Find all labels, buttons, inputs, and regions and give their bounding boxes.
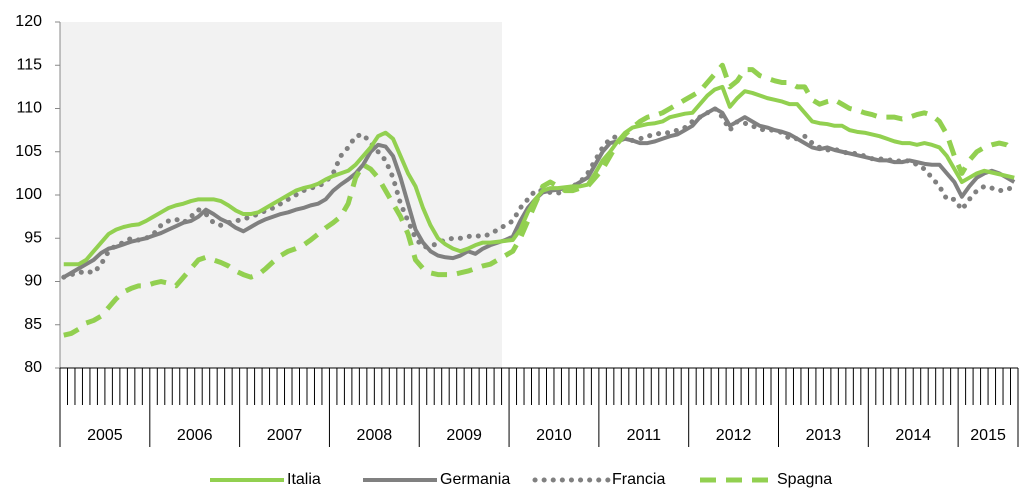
x-tick-label: 2008 xyxy=(357,427,393,444)
x-tick-label: 2009 xyxy=(446,427,482,444)
legend-label: Italia xyxy=(287,471,321,488)
y-tick-label: 105 xyxy=(15,143,42,160)
x-tick-label: 2006 xyxy=(177,427,213,444)
x-tick-label: 2015 xyxy=(970,427,1006,444)
x-tick-label: 2013 xyxy=(806,427,842,444)
legend-label: Germania xyxy=(440,471,510,488)
y-tick-label: 120 xyxy=(15,13,42,30)
y-tick-label: 115 xyxy=(16,56,42,73)
y-tick-label: 95 xyxy=(24,229,42,246)
x-tick-label: 2005 xyxy=(87,427,123,444)
y-tick-label: 80 xyxy=(24,359,42,376)
y-tick-label: 100 xyxy=(15,186,42,203)
x-tick-label: 2011 xyxy=(627,427,662,444)
x-tick-label: 2010 xyxy=(536,427,572,444)
y-tick-label: 110 xyxy=(16,100,42,117)
x-tick-label: 2012 xyxy=(716,427,752,444)
x-tick-label: 2007 xyxy=(267,427,303,444)
shaded-period xyxy=(60,22,502,368)
y-tick-label: 85 xyxy=(24,316,42,333)
series-line xyxy=(63,84,1015,267)
legend-label: Francia xyxy=(612,471,665,488)
x-tick-label: 2014 xyxy=(895,427,931,444)
series-line xyxy=(61,106,1017,280)
series-line xyxy=(63,62,1016,338)
y-tick-label: 90 xyxy=(24,273,42,290)
legend-label: Spagna xyxy=(777,471,832,488)
